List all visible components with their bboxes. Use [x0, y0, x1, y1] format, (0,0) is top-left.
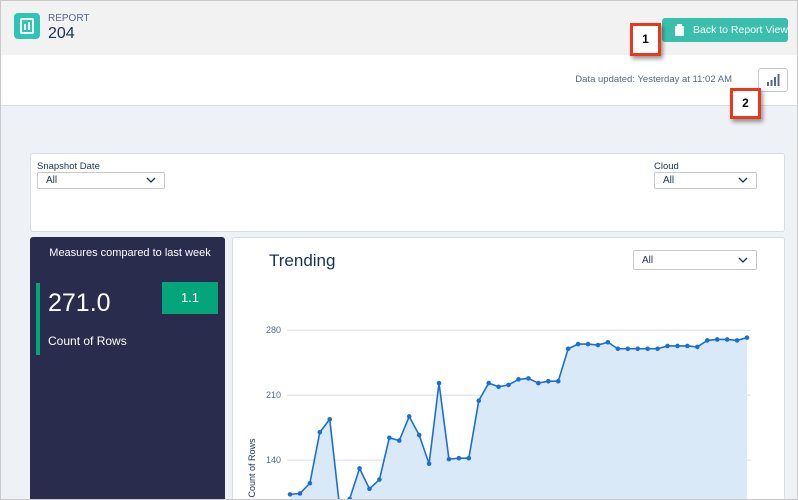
point: [496, 384, 501, 390]
chevron: [738, 177, 748, 183]
kpi-value: 271.0: [48, 289, 111, 317]
point: [347, 496, 352, 499]
point: [536, 380, 541, 386]
point: [287, 492, 293, 497]
point: [307, 480, 313, 486]
filter-select[interactable]: All: [654, 172, 757, 189]
point: [655, 346, 660, 352]
y-tick-label: 280: [266, 325, 281, 335]
point: [595, 342, 601, 348]
report-icon: [14, 13, 40, 39]
filter-select[interactable]: All: [37, 172, 165, 189]
y-tick-label: 140: [266, 455, 281, 465]
point: [377, 477, 382, 482]
filter-label: Snapshot Date: [37, 161, 100, 172]
filter-value: All: [663, 175, 675, 186]
header: REPORT 204 Back to Report View: [1, 1, 797, 56]
kpi-accent: [36, 283, 40, 355]
point: [546, 378, 551, 384]
chevron: [146, 177, 156, 183]
chart-filter-value: All: [642, 255, 654, 266]
point: [555, 378, 561, 384]
point: [734, 338, 740, 343]
point: [635, 346, 641, 352]
point: [724, 337, 730, 342]
y-tick-label: 210: [266, 390, 281, 400]
point: [645, 346, 650, 352]
point: [714, 337, 720, 342]
point: [327, 416, 333, 422]
point: [565, 346, 571, 352]
header-title: 204: [48, 25, 75, 42]
annotation-badge: 1: [630, 23, 661, 56]
chevron: [738, 257, 748, 263]
area-fill: [290, 337, 747, 499]
kpi-change: 1.1: [162, 282, 218, 314]
point: [367, 486, 372, 492]
filter-value: All: [46, 175, 58, 186]
point: [416, 432, 422, 438]
bars-icon: [767, 74, 780, 86]
button-icon: [675, 24, 684, 36]
chart: 140 210 280 Count of Rows: [247, 325, 751, 499]
point: [605, 339, 611, 345]
back-button[interactable]: Back to Report View: [662, 18, 788, 42]
point: [675, 343, 680, 349]
point: [436, 380, 442, 386]
filter-panel: Snapshot Date All Cloud All: [30, 153, 785, 232]
button-label: Back to Report View: [693, 24, 788, 36]
point: [695, 344, 700, 350]
kpi-measure: Count of Rows: [48, 334, 127, 348]
point: [357, 466, 362, 471]
updated-text: Data updated: Yesterday at 11:02 AM: [575, 74, 732, 85]
point: [506, 382, 511, 388]
header-label: REPORT: [48, 13, 90, 24]
point: [476, 398, 482, 403]
point: [585, 341, 591, 347]
point: [297, 491, 303, 496]
point: [685, 343, 690, 349]
point: [575, 341, 581, 347]
point: [704, 338, 710, 343]
y-axis-label: Count of Rows: [247, 438, 257, 498]
point: [396, 438, 402, 443]
point: [446, 456, 452, 462]
point: [406, 414, 412, 419]
point: [486, 380, 491, 386]
point: [665, 343, 670, 349]
kpi-title: Measures compared to last week: [49, 247, 211, 259]
chart-filter[interactable]: All: [633, 250, 757, 270]
annotation-badge: 2: [730, 88, 761, 119]
point: [426, 461, 432, 467]
chart-panel: Trending All 140 210 280 Count of Rows: [232, 237, 785, 499]
point: [615, 346, 621, 352]
point: [456, 455, 462, 461]
kpi-panel: Measures compared to last week 271.0 Cou…: [30, 237, 225, 499]
point: [466, 455, 472, 461]
point: [744, 335, 750, 340]
point: [516, 377, 521, 382]
chart-toggle[interactable]: [758, 68, 788, 92]
point: [526, 376, 531, 381]
point: [625, 346, 631, 352]
chart-title: Trending: [269, 251, 336, 270]
filter-label: Cloud: [654, 161, 679, 172]
point: [317, 429, 323, 435]
point: [387, 435, 392, 441]
toolbar: Data updated: Yesterday at 11:02 AM: [1, 55, 797, 106]
